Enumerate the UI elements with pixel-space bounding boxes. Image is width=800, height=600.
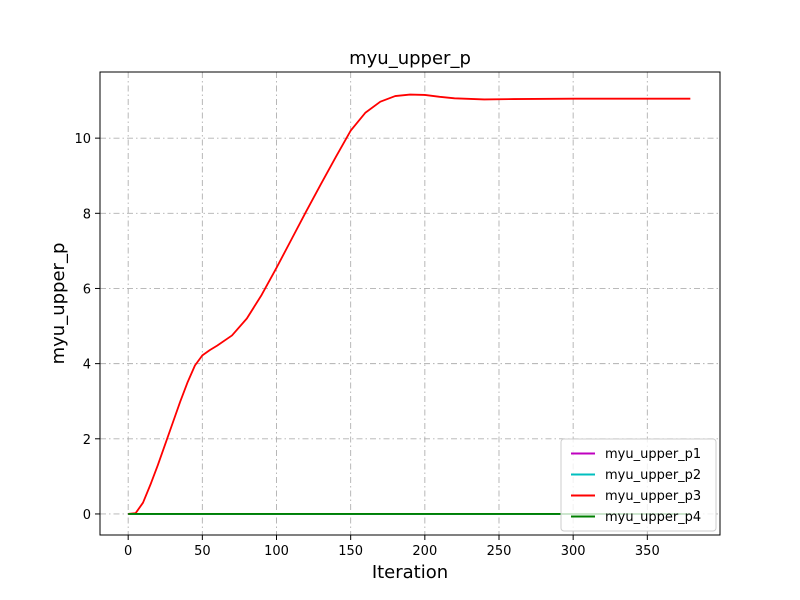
x-tick-label: 350	[635, 544, 660, 559]
x-tick-label: 0	[124, 544, 132, 559]
y-tick-label: 6	[83, 282, 91, 297]
x-tick-label: 100	[264, 544, 289, 559]
x-tick-label: 50	[194, 544, 211, 559]
axis-ticks: 0 50 100 150 200 250 300 350 0 2 4 6 8 10	[74, 132, 659, 559]
y-tick-label: 10	[74, 132, 91, 147]
legend-entries: myu_upper_p1 myu_upper_p2 myu_upper_p3 myu_…	[571, 447, 701, 525]
legend-label: myu_upper_p2	[605, 468, 701, 483]
y-axis-label: myu_upper_p	[48, 243, 69, 365]
x-tick-label: 150	[338, 544, 363, 559]
legend: myu_upper_p1 myu_upper_p2 myu_upper_p3 myu_…	[560, 438, 717, 532]
y-tick-label: 8	[83, 207, 91, 222]
legend-label: myu_upper_p1	[605, 447, 701, 462]
legend-label: myu_upper_p3	[605, 489, 701, 504]
plot-frame	[99, 71, 721, 536]
legend-label: myu_upper_p4	[605, 510, 701, 525]
x-axis-label: Iteration	[372, 562, 448, 583]
chart-title: myu_upper_p	[349, 48, 471, 69]
y-tick-label: 2	[83, 433, 91, 448]
x-tick-label: 200	[412, 544, 437, 559]
x-tick-label: 300	[561, 544, 586, 559]
series-line-myu_upper_p3	[128, 93, 691, 515]
x-tick-label: 250	[487, 544, 512, 559]
legend-box	[560, 438, 717, 532]
y-tick-label: 4	[83, 358, 91, 373]
y-tick-label: 0	[83, 508, 91, 523]
